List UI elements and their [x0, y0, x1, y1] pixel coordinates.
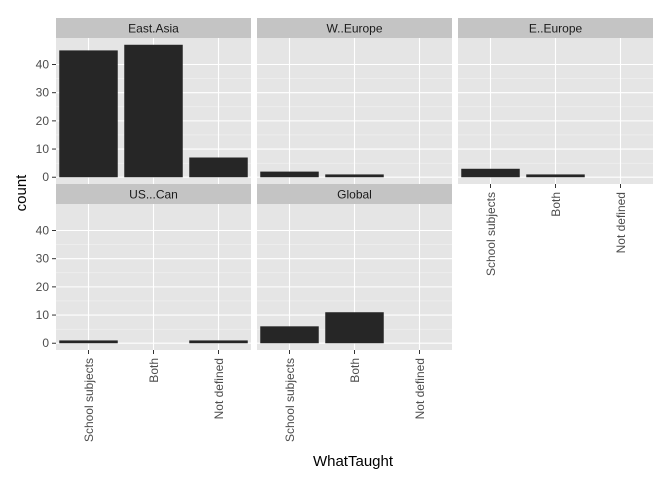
facet-strip-label: East.Asia — [128, 22, 179, 36]
facet-strip-label: E..Europe — [529, 22, 583, 36]
facet-strip-label: US...Can — [129, 188, 178, 202]
y-tick-label: 20 — [36, 280, 50, 294]
bar-us-can-school-subjects — [59, 340, 118, 344]
bar-w-europe-both — [325, 174, 384, 178]
x-tick-label: School subjects — [283, 358, 297, 442]
y-axis-title: count — [13, 174, 30, 212]
x-tick-label: Both — [147, 358, 161, 383]
bar-east-asia-both — [124, 44, 183, 178]
facet-east-asia: East.Asia — [56, 18, 251, 184]
y-tick-label: 10 — [36, 142, 50, 156]
x-tick-label: Not defined — [212, 358, 226, 419]
facet-strip — [257, 184, 452, 204]
y-tick-label: 0 — [42, 336, 49, 350]
facet-w-europe: W..Europe — [257, 18, 452, 184]
facet-e-europe: E..Europe — [458, 18, 653, 184]
y-tick-label: 30 — [36, 86, 50, 100]
bar-global-school-subjects — [260, 326, 319, 344]
facet-strip — [56, 184, 251, 204]
facet-strip-label: W..Europe — [326, 22, 382, 36]
x-tick-label: School subjects — [484, 192, 498, 276]
bar-e-europe-school-subjects — [461, 168, 520, 178]
y-tick-label: 10 — [36, 308, 50, 322]
y-tick-label: 20 — [36, 114, 50, 128]
y-tick-label: 30 — [36, 252, 50, 266]
y-tick-label: 0 — [42, 170, 49, 184]
facet-strip-label: Global — [337, 188, 372, 202]
x-tick-label: School subjects — [82, 358, 96, 442]
facet-strip — [257, 18, 452, 38]
bar-us-can-not-defined — [189, 340, 248, 344]
facet-us-can: US...Can — [56, 184, 251, 350]
bar-east-asia-not-defined — [189, 157, 248, 178]
panels-layer: East.Asia W..Europe E..Europe US...Can Globa… — [56, 18, 653, 350]
bar-e-europe-both — [526, 174, 585, 178]
bar-east-asia-school-subjects — [59, 50, 118, 178]
facet-strip — [458, 18, 653, 38]
y-tick-label: 40 — [36, 223, 50, 237]
facet-strip — [56, 18, 251, 38]
facet-global: Global — [257, 184, 452, 350]
x-tick-label: Not defined — [614, 192, 628, 253]
bar-global-both — [325, 312, 384, 344]
x-axis-title: WhatTaught — [313, 453, 394, 470]
y-tick-label: 40 — [36, 57, 50, 71]
ticks-layer: 0 10 20 30 40 School subjects Both Not defined 0… — [36, 57, 628, 442]
bar-w-europe-school-subjects — [260, 171, 319, 178]
x-tick-label: Both — [348, 358, 362, 383]
x-tick-label: Not defined — [413, 358, 427, 419]
x-tick-label: Both — [549, 192, 563, 217]
